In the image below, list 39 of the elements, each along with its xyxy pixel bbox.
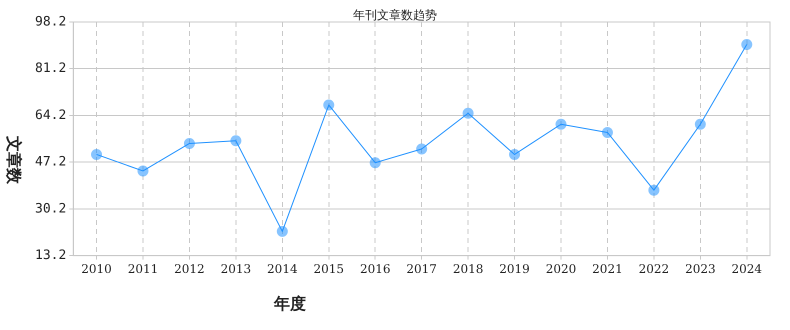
- x-tick-label: 2022: [638, 262, 670, 276]
- x-tick-label: 2019: [499, 262, 530, 276]
- point: [276, 226, 288, 237]
- y-tick-label: 64.2: [34, 108, 66, 123]
- point: [602, 126, 613, 138]
- point: [509, 148, 520, 160]
- y-tick-label: 81.2: [34, 61, 66, 76]
- point: [230, 135, 242, 146]
- point: [648, 184, 660, 196]
- point: [323, 99, 334, 110]
- x-tick-label: 2011: [128, 262, 158, 276]
- chart-title: 年刊文章数趋势: [353, 8, 437, 22]
- x-tick-label: 2021: [592, 262, 623, 276]
- x-tick-label: 2018: [452, 262, 484, 276]
- y-tick-label: 98.2: [34, 14, 66, 30]
- x-tick-label: 2012: [174, 262, 205, 276]
- point: [416, 143, 428, 154]
- x-tick-label: 2023: [685, 262, 716, 276]
- y-axis-title: 文章数: [4, 136, 24, 184]
- x-tick-label: 2020: [546, 262, 576, 276]
- point: [555, 118, 566, 130]
- point: [462, 108, 474, 119]
- x-axis-title: 年度: [274, 294, 306, 315]
- x-tick-label: 2010: [81, 262, 112, 276]
- x-tick-label: 2016: [360, 262, 390, 276]
- y-tick-label: 30.2: [34, 201, 66, 216]
- x-tick-label: 2015: [313, 262, 344, 276]
- point: [137, 165, 148, 176]
- y-tick-label: 13.2: [34, 248, 66, 263]
- point: [694, 118, 706, 130]
- y-tick-label: 47.2: [34, 154, 66, 170]
- x-tick-label: 2013: [220, 262, 252, 276]
- point: [370, 157, 381, 168]
- point: [184, 138, 195, 149]
- point: [91, 148, 102, 160]
- point: [741, 39, 752, 50]
- x-tick-label: 2014: [267, 262, 298, 276]
- x-tick-label: 2017: [406, 262, 437, 276]
- x-tick-label: 2024: [732, 262, 762, 276]
